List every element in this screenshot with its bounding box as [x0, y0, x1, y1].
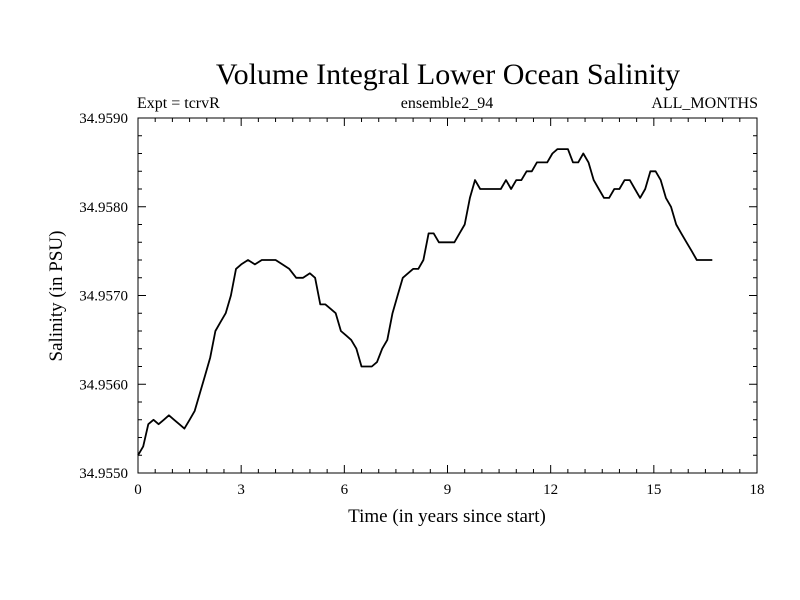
x-tick-label: 12	[543, 482, 558, 498]
y-tick-label: 34.9580	[79, 200, 128, 216]
y-tick-label: 34.9550	[79, 466, 128, 482]
y-tick-label: 34.9570	[79, 289, 128, 305]
x-tick-label: 3	[237, 482, 245, 498]
plot-frame	[137, 117, 758, 474]
chart-subtitle-center: ensemble2_94	[401, 95, 493, 112]
chart-subtitle-right: ALL_MONTHS	[651, 95, 758, 112]
x-tick-label: 18	[750, 482, 765, 498]
x-tick-label: 0	[134, 482, 142, 498]
y-tick-label: 34.9590	[79, 111, 128, 127]
x-tick-labels: 0 3 6 9 12 15 18	[134, 482, 764, 498]
x-tick-label: 6	[341, 482, 349, 498]
salinity-series-line	[137, 148, 713, 456]
x-axis-label: Time (in years since start)	[348, 506, 546, 527]
x-tick-label: 9	[444, 482, 452, 498]
y-tick-labels: 34.9550 34.9560 34.9570 34.9580 34.9590	[79, 111, 128, 482]
y-axis-label: Salinity (in PSU)	[46, 231, 67, 362]
x-tick-label: 15	[646, 482, 661, 498]
chart-title: Volume Integral Lower Ocean Salinity	[216, 58, 680, 91]
y-tick-label: 34.9560	[79, 377, 128, 393]
chart-subtitle-left: Expt = tcrvR	[137, 95, 220, 112]
